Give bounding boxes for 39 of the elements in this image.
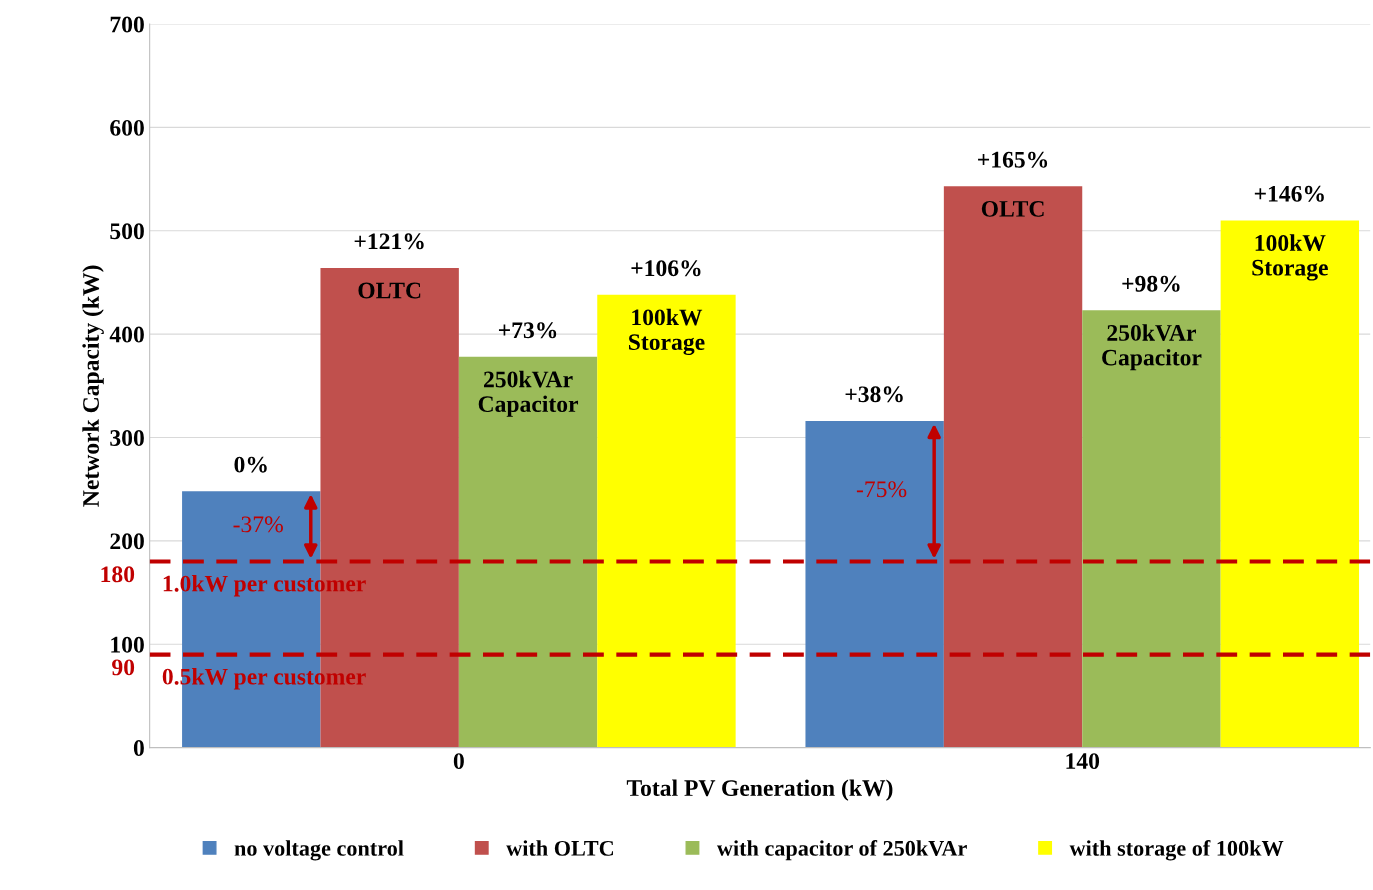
y-tick-label: 200 — [110, 533, 144, 550]
legend-label: with capacitor of 250kVAr — [716, 839, 967, 861]
bar — [1220, 220, 1360, 748]
y-tick-label: 100 — [111, 636, 144, 653]
annotation: OLTC — [358, 282, 421, 299]
y-tick-label: 700 — [110, 16, 144, 33]
y-tick-label: 300 — [110, 429, 144, 446]
bar — [943, 186, 1083, 748]
x-axis-title: Total PV Generation (kW) — [626, 779, 893, 801]
annotation: +146% — [1254, 185, 1324, 202]
annotation: +121% — [354, 233, 424, 250]
annotation: -37% — [233, 516, 283, 533]
y-tick-label: 600 — [110, 119, 144, 136]
annotation: +98% — [1122, 275, 1180, 292]
annotation: +73% — [498, 322, 557, 339]
y-tick-label: 0 — [133, 740, 144, 757]
bar — [458, 356, 598, 748]
annotation: 0% — [234, 456, 267, 473]
bar — [597, 294, 736, 748]
annotation: 100kW Storage — [1252, 234, 1328, 281]
y-axis-title: Network Capacity (kW) — [82, 265, 104, 507]
annotation: 250kVAr Capacitor — [1102, 324, 1202, 371]
x-tick-label: 140 — [1066, 753, 1100, 770]
annotation: +165% — [978, 151, 1048, 168]
y-tick-label: 400 — [109, 326, 144, 343]
legend-label: with OLTC — [506, 840, 613, 856]
annotation: +38% — [845, 386, 903, 403]
text: 90 — [112, 659, 135, 676]
legend-label: no voltage control — [234, 840, 404, 861]
y-tick-label: 500 — [110, 223, 144, 240]
legend-label: with storage of 100kW — [1069, 839, 1284, 861]
annotation: 100kW Storage — [629, 308, 705, 356]
bar — [805, 420, 944, 748]
annotation: -75% — [856, 481, 907, 498]
annotation: 250kVAr Capacitor — [478, 370, 579, 417]
annotation: +106% — [631, 260, 701, 277]
annotation: OLTC — [981, 200, 1044, 217]
bar — [1082, 310, 1221, 748]
text: 180 — [101, 566, 135, 583]
